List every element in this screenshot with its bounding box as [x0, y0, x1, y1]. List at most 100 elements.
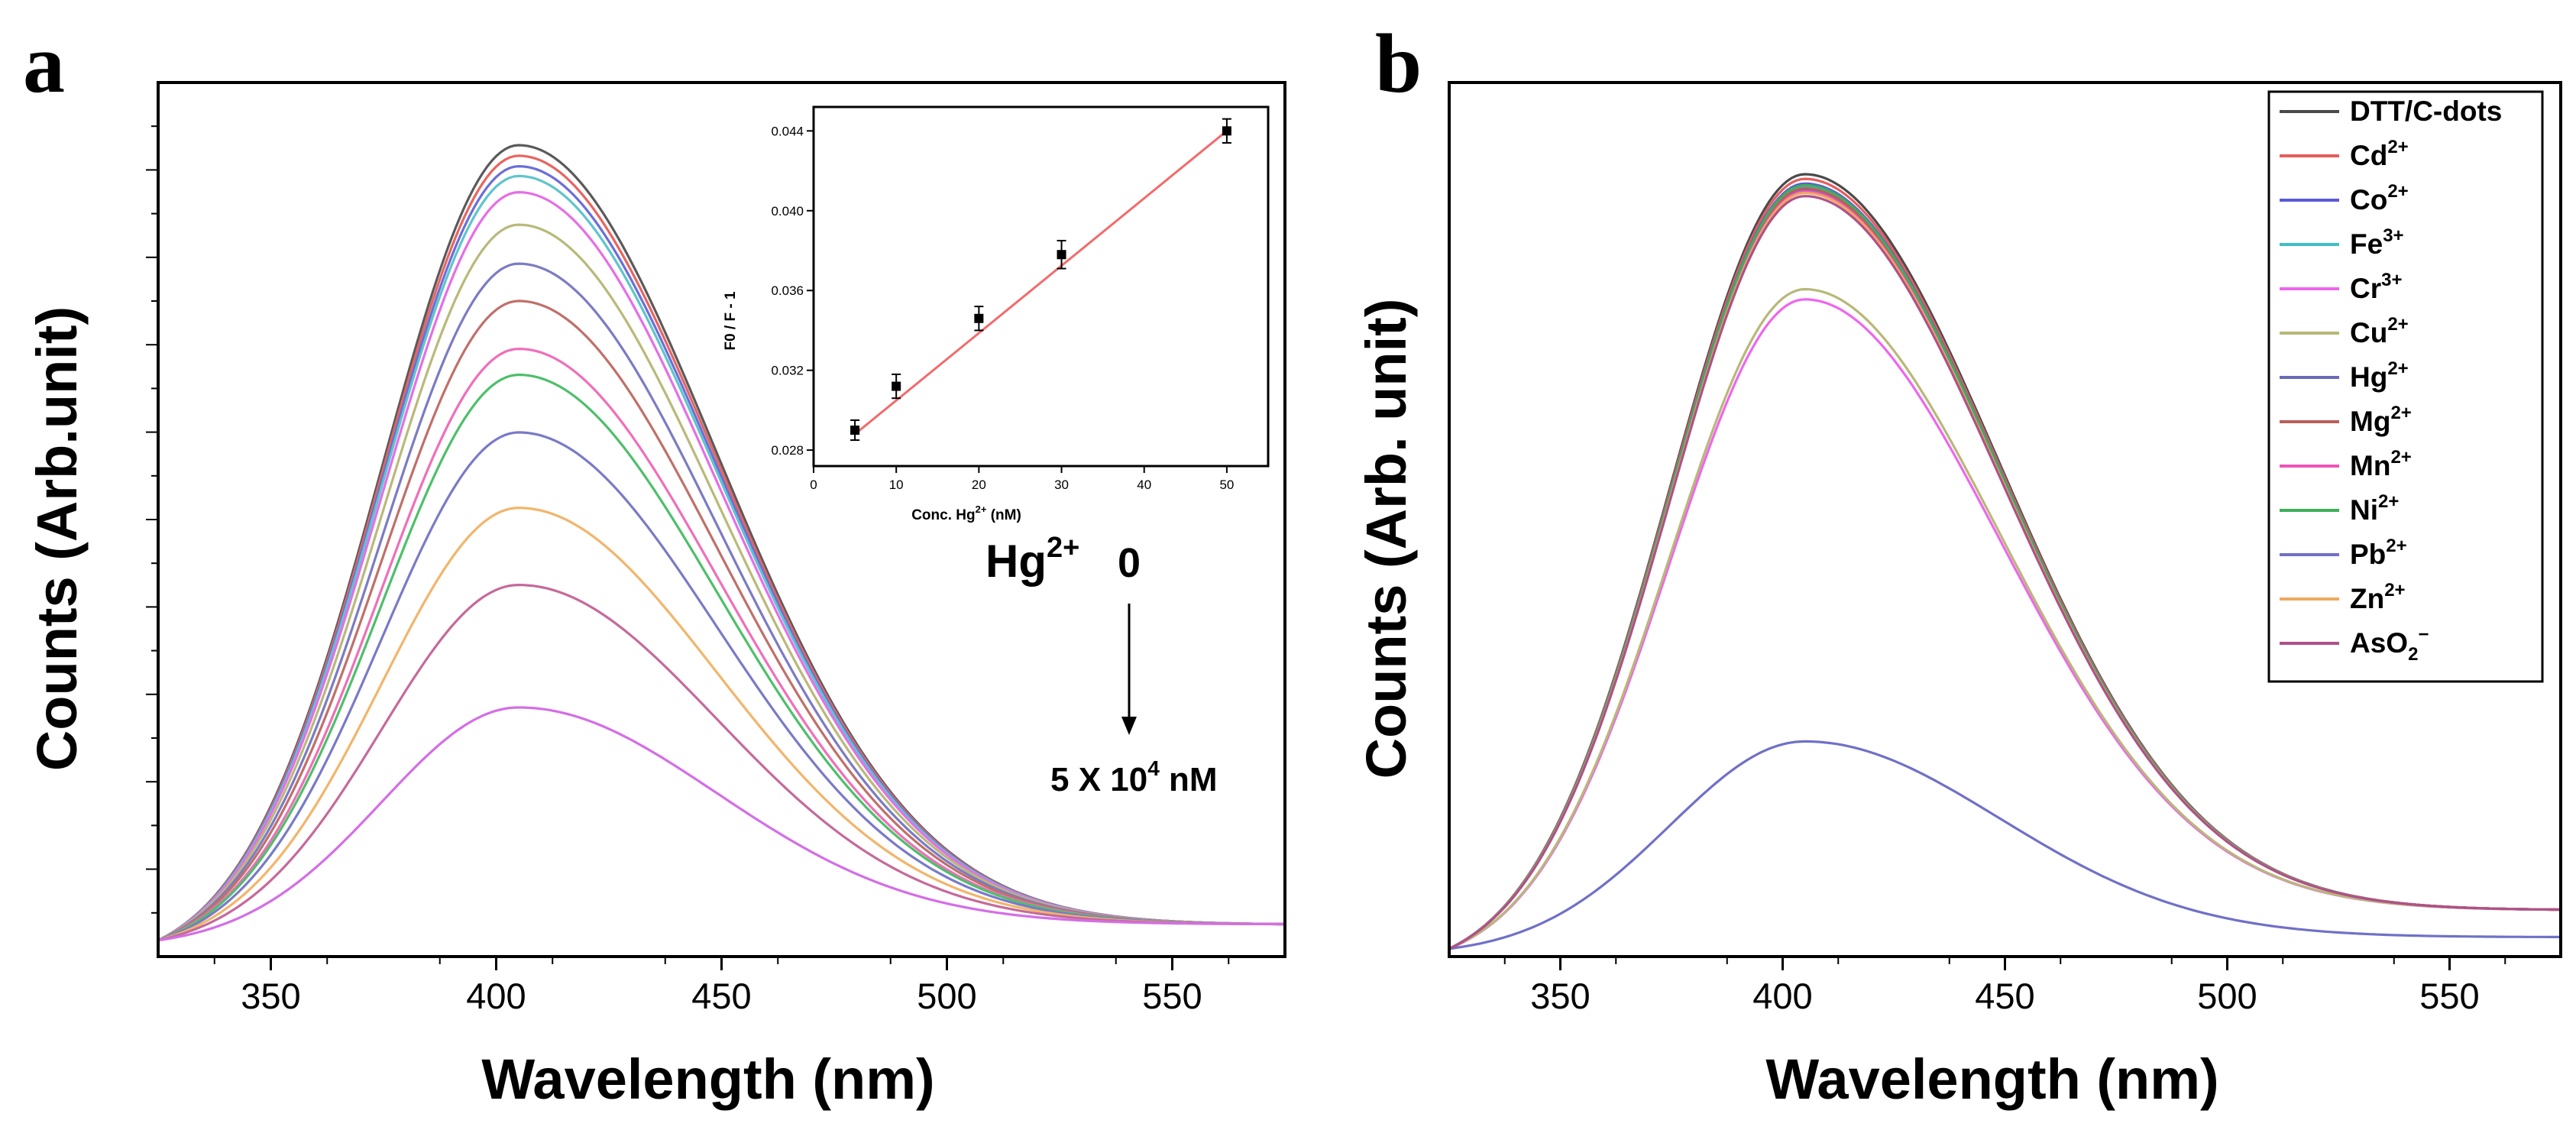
inset-x-tick-label: 10 [889, 478, 904, 492]
legend-label-charge: 2+ [2387, 314, 2408, 335]
legend-label: Ni2+ [2350, 491, 2399, 526]
legend-label: Pb2+ [2350, 536, 2407, 570]
legend-label-charge: 2+ [2390, 447, 2411, 468]
inset-y-tick-label: 0.036 [771, 283, 804, 298]
legend-label: Cd2+ [2350, 137, 2409, 171]
legend-label-charge: 3+ [2381, 270, 2402, 290]
legend-label: Cu2+ [2350, 314, 2409, 348]
panel-a-start-concentration: 0 [1118, 540, 1141, 586]
legend-label-base: Fe [2350, 228, 2383, 260]
legend-label: Hg2+ [2350, 358, 2409, 393]
panel-a-label: a [23, 17, 65, 110]
panel-b-y-axis-title: Counts (Arb. unit) [1354, 299, 1418, 779]
panel-b-series-line-11 [1448, 740, 2561, 950]
end-conc-prefix: 5 X 10 [1050, 761, 1147, 798]
panel-a-series-line-14 [157, 706, 1285, 942]
legend-label-charge: 2+ [2384, 580, 2405, 601]
legend-label-charge: 3+ [2383, 225, 2403, 246]
inset-data-point [1222, 126, 1231, 136]
legend-label-charge: 2+ [2386, 536, 2406, 556]
ion-charge: 2+ [1047, 532, 1079, 564]
inset-y-tick-label: 0.028 [771, 443, 804, 458]
legend-label-charge: − [2418, 624, 2429, 645]
panel-b-label: b [1375, 17, 1422, 110]
legend-label-charge: 2+ [2387, 137, 2408, 157]
panel-b-series-line-6 [1448, 287, 2561, 950]
legend-label: Fe3+ [2350, 225, 2404, 260]
inset-x-tick-label: 20 [972, 478, 986, 492]
inset-y-tick-label: 0.040 [771, 204, 804, 219]
inset-x-axis-title-prefix: Conc. Hg [911, 507, 975, 523]
legend-label-base: Cr [2350, 273, 2381, 304]
panel-b-x-tick-label: 500 [2197, 976, 2257, 1016]
panel-a-chart: 350 400 450 500 550 Wavelength (nm) Counts (… [25, 81, 1286, 1111]
concentration-arrow [1121, 604, 1137, 735]
inset-x-axis-title-sup: 2+ [976, 503, 987, 515]
panel-a-x-ticks: 350 400 450 500 550 [146, 125, 1230, 1016]
legend-label-base: DTT/C-dots [2350, 96, 2502, 127]
inset-data-points [850, 118, 1231, 442]
panel-a-series-line-13 [157, 583, 1285, 942]
panel-b-chart: 350 400 450 500 550 Wavelength (nm) Counts (… [1354, 81, 2562, 1111]
inset-y-axis-title: F0 / F - 1 [723, 291, 739, 351]
legend-label: DTT/C-dots [2350, 96, 2502, 127]
panel-b-x-tick-label: 350 [1530, 976, 1590, 1016]
panel-a-y-axis-title: Counts (Arb.unit) [25, 306, 89, 771]
inset-fit-line [854, 130, 1228, 435]
legend-label-sub: 2 [2408, 644, 2418, 665]
panel-a-x-axis-title: Wavelength (nm) [481, 1047, 934, 1111]
inset-x-axis-title: Conc. Hg2+ (nM) [911, 503, 1021, 523]
panel-a-x-tick-label: 400 [466, 976, 526, 1016]
panel-a-ion-annotation: Hg2+ [985, 532, 1079, 587]
legend-label-base: Mn [2350, 450, 2390, 481]
panel-b-x-tick-label: 450 [1975, 976, 2034, 1016]
legend-label-base: AsO [2350, 627, 2408, 659]
legend-label: Co2+ [2350, 181, 2409, 215]
legend-label-charge: 2+ [2378, 491, 2399, 512]
legend-label-base: Pb [2350, 539, 2386, 570]
end-conc-exp: 4 [1147, 756, 1160, 780]
legend-label: Mn2+ [2350, 447, 2412, 481]
legend-box [2267, 90, 2544, 683]
inset-y-tick-label: 0.032 [771, 364, 804, 378]
panel-a-x-tick-label: 350 [241, 976, 300, 1016]
panel-a-curves [157, 144, 1285, 942]
legend-label-base: Mg [2350, 406, 2390, 437]
legend-label-charge: 2+ [2387, 358, 2408, 379]
panel-b-series-line-13 [1448, 195, 2561, 950]
legend-label-base: Cd [2350, 140, 2387, 171]
panel-b-legend: DTT/C-dotsCd2+Co2+Fe3+Cr3+Cu2+Hg2+Mg2+Mn… [2267, 90, 2544, 683]
panel-a-x-tick-label: 550 [1142, 976, 1202, 1016]
panel-b-curves [1448, 173, 2561, 950]
legend-label-base: Co [2350, 184, 2387, 215]
panel-a-x-tick-label: 500 [917, 976, 976, 1016]
legend-label-charge: 2+ [2387, 181, 2408, 202]
inset-data-point [850, 426, 860, 435]
legend-label-base: Zn [2350, 583, 2384, 614]
panel-a-inset-chart: 0 10 20 30 40 50 0.028 0.032 0.036 0.040 0.044 Con… [723, 105, 1270, 523]
legend-label: Cr3+ [2350, 270, 2403, 304]
panel-b-x-ticks: 350 400 450 500 550 [1503, 957, 2506, 1016]
panel-b-x-tick-label: 400 [1752, 976, 1812, 1016]
panel-b-x-axis-title: Wavelength (nm) [1765, 1047, 2218, 1111]
inset-x-tick-label: 40 [1137, 478, 1151, 492]
inset-x-tick-label: 30 [1054, 478, 1069, 492]
ion-name: Hg [985, 536, 1047, 587]
legend-label-base: Hg [2350, 361, 2387, 393]
inset-x-tick-label: 0 [810, 478, 817, 492]
legend-label: AsO2− [2350, 624, 2429, 665]
end-conc-unit: nM [1160, 761, 1218, 798]
inset-ticks: 0 10 20 30 40 50 0.028 0.032 0.036 0.040 0.044 [771, 124, 1234, 492]
legend-label-base: Cu [2350, 317, 2387, 348]
inset-data-point [974, 313, 984, 323]
inset-data-point [1057, 250, 1066, 260]
legend-label-base: Ni [2350, 494, 2378, 526]
panel-b-x-tick-label: 550 [2419, 976, 2479, 1016]
legend-label: Mg2+ [2350, 403, 2412, 437]
inset-data-point [892, 381, 901, 391]
panel-a-x-tick-label: 450 [691, 976, 751, 1016]
panel-a-end-concentration: 5 X 104 nM [1050, 756, 1218, 798]
inset-x-axis-title-suffix: (nM) [986, 507, 1021, 523]
inset-x-tick-label: 50 [1219, 478, 1234, 492]
